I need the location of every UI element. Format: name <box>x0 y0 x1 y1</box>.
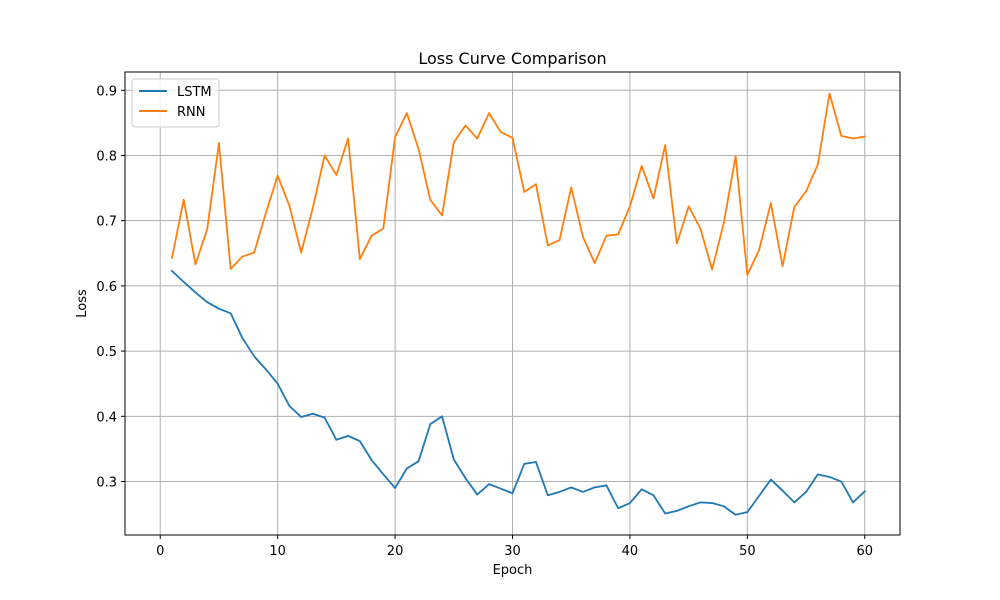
x-tick-label: 40 <box>622 544 639 559</box>
x-tick-label: 60 <box>856 544 873 559</box>
grid <box>125 72 900 535</box>
axis-ticks: 0 10 20 30 40 50 60 0.3 0.4 0.5 0.6 0.7 0.8 0.9 <box>96 84 873 559</box>
y-tick-label: 0.9 <box>96 84 117 99</box>
y-tick-label: 0.6 <box>96 280 117 295</box>
legend-label-rnn: RNN <box>177 105 205 120</box>
x-axis-label: Epoch <box>493 563 533 578</box>
series-lines <box>170 92 867 516</box>
series-line-rnn <box>170 92 866 276</box>
x-tick-label: 0 <box>156 544 164 559</box>
x-tick-label: 20 <box>387 544 404 559</box>
x-tick-label: 10 <box>269 544 286 559</box>
legend-label-lstm: LSTM <box>177 85 212 100</box>
y-tick-label: 0.3 <box>96 476 117 491</box>
y-tick-label: 0.4 <box>96 410 117 425</box>
y-axis-label: Loss <box>75 289 90 318</box>
x-tick-label: 30 <box>504 544 521 559</box>
legend: LSTM RNN <box>131 78 220 128</box>
series-line-lstm <box>170 269 867 516</box>
chart-title: Loss Curve Comparison <box>418 49 606 68</box>
y-tick-label: 0.7 <box>96 215 117 230</box>
y-tick-label: 0.8 <box>96 149 117 164</box>
y-tick-label: 0.5 <box>96 345 117 360</box>
x-tick-label: 50 <box>739 544 756 559</box>
